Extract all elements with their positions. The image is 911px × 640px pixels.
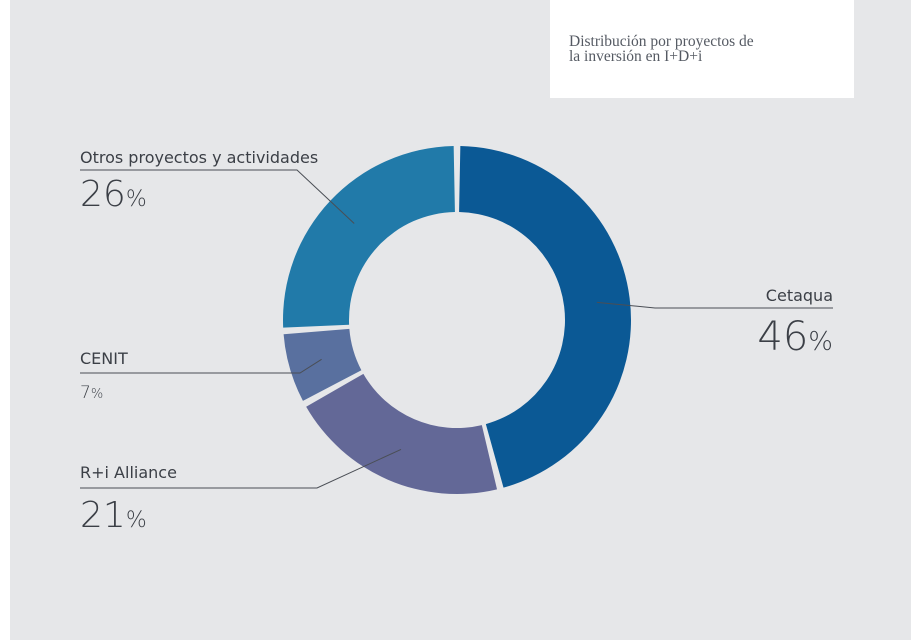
leader-line <box>80 169 355 224</box>
donut-slice-r-i-alliance <box>306 373 498 494</box>
slice-label: R+i Alliance <box>80 463 177 482</box>
donut-slice-cenit <box>283 328 362 401</box>
slice-value-label: 7% <box>80 383 103 403</box>
chart-title: Distribución por proyectos de la inversi… <box>569 33 839 65</box>
leader-line <box>80 358 322 374</box>
slice-label: Otros proyectos y actividades <box>80 148 318 167</box>
slice-label: Cetaqua <box>766 286 833 305</box>
chart-title-line-2: la inversión en I+D+i <box>569 48 703 65</box>
donut-slice-otros-proyectos-y-actividades <box>283 146 455 328</box>
leader-line <box>596 301 833 309</box>
chart-panel <box>10 0 911 640</box>
slice-value-label: 21% <box>80 495 147 536</box>
slice-label: CENIT <box>80 349 128 368</box>
leader-line <box>80 448 402 489</box>
chart-title-box: Distribución por proyectos de la inversi… <box>550 0 854 98</box>
slice-value-label: 26% <box>80 174 147 215</box>
chart-title-line-1: Distribución por proyectos de <box>569 33 754 50</box>
donut-slice-cetaqua <box>459 146 631 488</box>
slice-value-label: 46% <box>757 314 833 360</box>
